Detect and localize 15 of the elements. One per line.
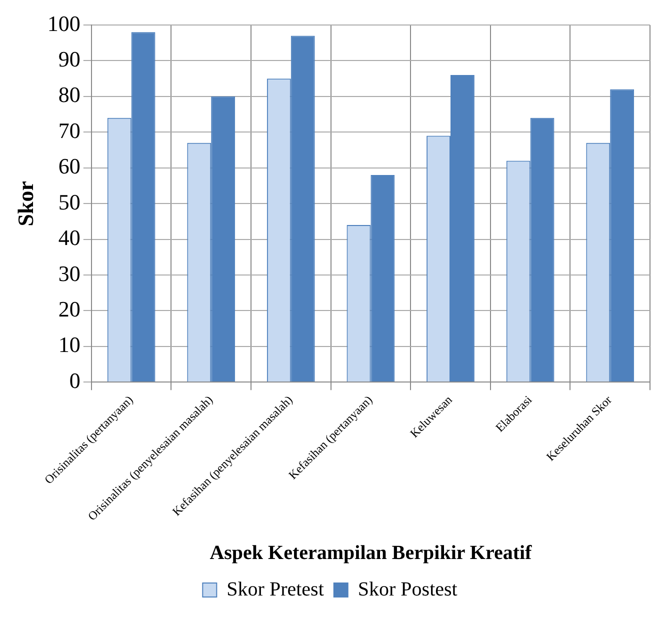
y-tick-label: 40 xyxy=(58,225,80,250)
y-tick-label: 0 xyxy=(69,368,80,393)
y-tick-label: 100 xyxy=(47,10,80,36)
y-tick-label: 30 xyxy=(58,260,80,286)
y-tick-label: 10 xyxy=(58,332,80,358)
y-tick-label: 20 xyxy=(58,296,80,322)
legend-label: Skor Postest xyxy=(358,578,458,600)
legend-label: Skor Pretest xyxy=(226,578,324,600)
x-axis-title: Aspek Keterampilan Berpikir Kreatif xyxy=(210,542,532,564)
y-tick-label: 50 xyxy=(58,189,80,214)
y-tick-label: 60 xyxy=(58,154,80,179)
y-axis-title: Skor xyxy=(12,180,38,226)
y-tick-label: 80 xyxy=(58,82,80,108)
y-tick-label: 70 xyxy=(58,118,80,143)
y-tick-label: 90 xyxy=(58,46,80,72)
